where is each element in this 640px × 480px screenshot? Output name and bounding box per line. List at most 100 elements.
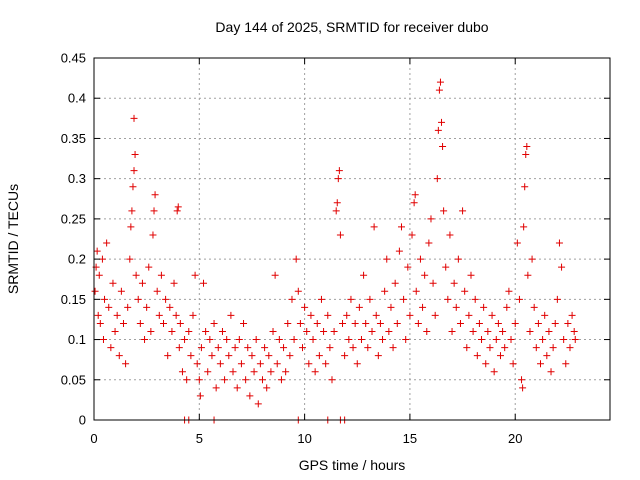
data-point xyxy=(523,142,531,150)
data-point xyxy=(242,376,250,384)
data-point xyxy=(227,311,235,319)
data-point xyxy=(113,311,121,319)
data-point xyxy=(414,319,422,327)
data-point xyxy=(267,368,275,376)
data-point xyxy=(280,344,288,352)
data-point xyxy=(482,360,490,368)
data-point xyxy=(393,319,401,327)
data-point xyxy=(431,311,439,319)
data-point xyxy=(288,295,296,303)
data-point xyxy=(150,207,158,215)
data-point xyxy=(250,368,258,376)
data-point xyxy=(564,319,572,327)
data-point xyxy=(421,271,429,279)
data-point xyxy=(410,199,418,207)
data-point xyxy=(265,352,273,360)
data-point xyxy=(204,368,212,376)
data-point xyxy=(519,384,527,392)
data-point xyxy=(175,344,183,352)
data-point xyxy=(317,295,325,303)
data-point xyxy=(202,328,210,336)
data-point xyxy=(501,344,509,352)
data-point xyxy=(505,287,513,295)
data-point xyxy=(119,319,127,327)
data-point xyxy=(129,183,137,191)
x-tick-label: 20 xyxy=(508,431,522,446)
data-point xyxy=(221,376,229,384)
data-point xyxy=(212,384,220,392)
data-point xyxy=(181,336,189,344)
data-point xyxy=(568,311,576,319)
grid-lines xyxy=(94,58,610,420)
data-point xyxy=(271,271,279,279)
data-point xyxy=(434,126,442,134)
data-point xyxy=(284,319,292,327)
y-axis-label: SRMTID / TECUs xyxy=(5,184,21,294)
data-point xyxy=(522,151,530,159)
data-point xyxy=(459,207,467,215)
data-point xyxy=(448,328,456,336)
data-point xyxy=(206,336,214,344)
data-point xyxy=(109,279,117,287)
data-point xyxy=(328,376,336,384)
data-point xyxy=(452,303,460,311)
data-point xyxy=(277,376,285,384)
data-point xyxy=(555,239,563,247)
y-tick-label: 0.35 xyxy=(61,131,86,146)
data-point xyxy=(463,344,471,352)
data-point xyxy=(189,311,197,319)
data-point xyxy=(244,344,252,352)
data-point xyxy=(218,328,226,336)
data-point xyxy=(429,279,437,287)
x-tick-label: 5 xyxy=(196,431,203,446)
data-point xyxy=(532,344,540,352)
data-point xyxy=(439,142,447,150)
data-point xyxy=(473,352,481,360)
data-point xyxy=(339,319,347,327)
data-point xyxy=(256,360,264,368)
data-point xyxy=(124,303,132,311)
data-point xyxy=(560,336,568,344)
chart-title: Day 144 of 2025, SRMTID for receiver dub… xyxy=(215,19,488,35)
data-point xyxy=(130,114,138,122)
data-point xyxy=(214,344,222,352)
data-point xyxy=(183,376,191,384)
data-point xyxy=(488,311,496,319)
data-point xyxy=(111,328,119,336)
data-point xyxy=(520,223,528,231)
data-point xyxy=(122,360,130,368)
data-point xyxy=(269,328,277,336)
x-tick-label: 0 xyxy=(90,431,97,446)
data-point xyxy=(301,303,309,311)
data-point xyxy=(360,271,368,279)
data-point xyxy=(136,319,144,327)
data-point xyxy=(311,368,319,376)
data-point xyxy=(299,344,307,352)
x-axis-label: GPS time / hours xyxy=(299,457,406,473)
data-point xyxy=(467,271,475,279)
data-point xyxy=(225,352,233,360)
data-point xyxy=(164,352,172,360)
data-point xyxy=(292,255,300,263)
data-point xyxy=(168,328,176,336)
y-tick-label: 0.25 xyxy=(61,211,86,226)
data-point xyxy=(419,303,427,311)
data-point xyxy=(296,319,304,327)
data-point xyxy=(172,311,180,319)
data-point xyxy=(357,336,365,344)
y-tick-label: 0 xyxy=(79,413,86,428)
data-point xyxy=(322,360,330,368)
data-point xyxy=(442,263,450,271)
data-point xyxy=(438,118,446,126)
data-point xyxy=(178,368,186,376)
data-point xyxy=(95,271,103,279)
data-point xyxy=(372,311,380,319)
data-point xyxy=(309,336,317,344)
data-point xyxy=(324,311,332,319)
data-point xyxy=(389,344,397,352)
data-point xyxy=(170,279,178,287)
data-point xyxy=(107,344,115,352)
data-point xyxy=(185,328,193,336)
data-point xyxy=(210,319,218,327)
data-point xyxy=(397,223,405,231)
